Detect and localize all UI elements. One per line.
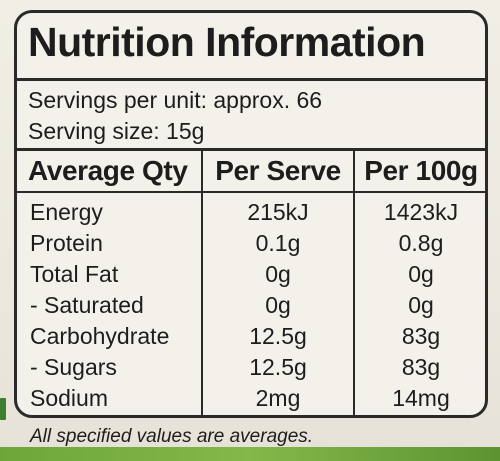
- per-100g-value: 83g: [401, 323, 441, 349]
- per-100g-value: 0g: [408, 261, 434, 287]
- nutrient-name: - Sugars: [30, 354, 117, 380]
- table-row: Carbohydrate 12.5g 83g: [0, 321, 500, 352]
- table-row: Energy 215kJ 1423kJ: [0, 197, 500, 228]
- title-divider: [17, 78, 485, 81]
- nutrient-name: Protein: [30, 230, 103, 256]
- per-serve-value: 12.5g: [249, 354, 307, 380]
- table-row: Sodium 2mg 14mg: [0, 383, 500, 414]
- per-serve-value: 12.5g: [249, 323, 307, 349]
- header-per-100g: Per 100g: [364, 155, 478, 186]
- servings-per-unit: Servings per unit: approx. 66: [28, 87, 323, 113]
- per-100g-value: 14mg: [392, 385, 450, 411]
- serving-size: Serving size: 15g: [28, 118, 205, 144]
- per-100g-value: 83g: [401, 354, 441, 380]
- table-row: - Saturated 0g 0g: [0, 290, 500, 321]
- header-divider: [17, 191, 485, 193]
- per-100g-value: 1423kJ: [383, 199, 459, 225]
- per-serve-value: 0g: [265, 261, 291, 287]
- nutrient-name: Energy: [30, 199, 103, 225]
- packaging-green-strip: [0, 447, 500, 461]
- nutrient-name: Sodium: [30, 385, 108, 411]
- column-divider-2: [353, 151, 355, 418]
- label-title: Nutrition Information: [28, 19, 426, 65]
- table-row: Protein 0.1g 0.8g: [0, 228, 500, 259]
- per-serve-value: 215kJ: [247, 199, 309, 225]
- header-average-qty: Average Qty: [28, 155, 188, 186]
- nutrient-name: Total Fat: [30, 261, 119, 287]
- header-per-serve: Per Serve: [215, 155, 341, 186]
- packaging-edge-mark: [0, 398, 6, 420]
- per-serve-value: 0g: [265, 292, 291, 318]
- per-100g-value: 0.8g: [398, 230, 444, 256]
- per-serve-value: 2mg: [255, 385, 301, 411]
- nutrient-name: - Saturated: [30, 292, 144, 318]
- per-serve-value: 0.1g: [255, 230, 301, 256]
- nutrition-table-body: Energy 215kJ 1423kJ Protein 0.1g 0.8g To…: [0, 197, 500, 414]
- table-row: Total Fat 0g 0g: [0, 259, 500, 290]
- averages-footnote: All specified values are averages.: [30, 426, 314, 447]
- table-row: - Sugars 12.5g 83g: [0, 352, 500, 383]
- per-100g-value: 0g: [408, 292, 434, 318]
- table-top-divider: [17, 148, 485, 151]
- nutrient-name: Carbohydrate: [30, 323, 170, 349]
- column-divider-1: [201, 151, 203, 418]
